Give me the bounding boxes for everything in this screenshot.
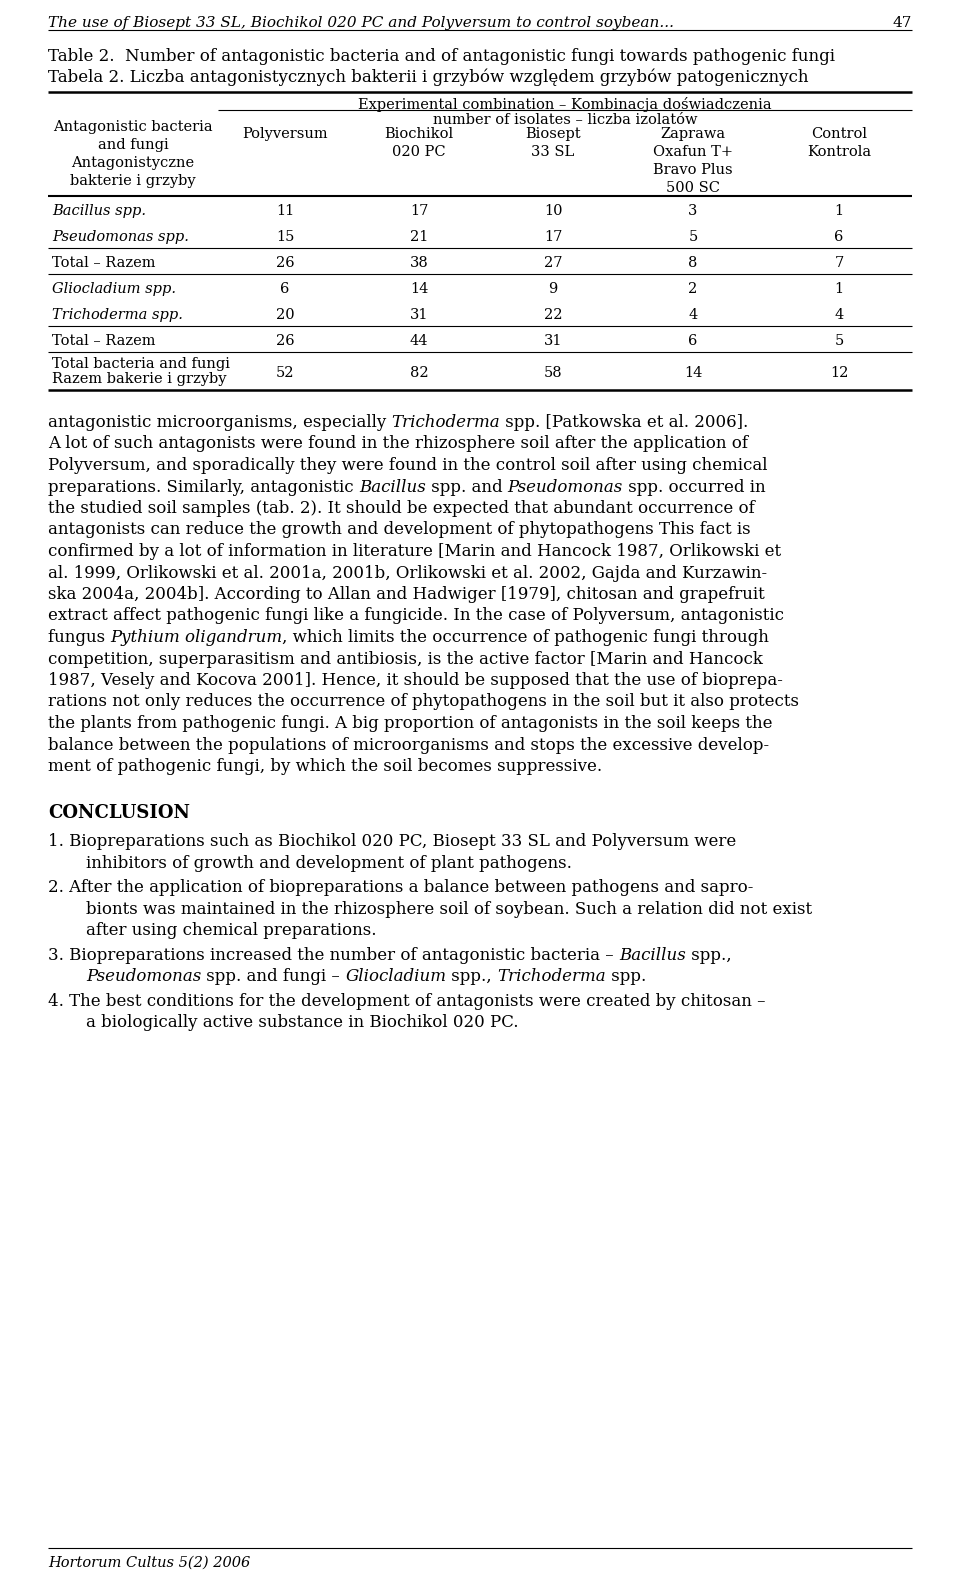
Text: 1987, Vesely and Kocova 2001]. Hence, it should be supposed that the use of biop: 1987, Vesely and Kocova 2001]. Hence, it… [48, 672, 782, 689]
Text: spp. occurred in: spp. occurred in [623, 478, 765, 496]
Text: 6: 6 [688, 334, 698, 348]
Text: 20: 20 [276, 309, 295, 323]
Text: Pseudomonas spp.: Pseudomonas spp. [52, 230, 189, 244]
Text: Bacillus: Bacillus [359, 478, 425, 496]
Text: 15: 15 [276, 230, 294, 244]
Text: preparations. Similarly, antagonistic: preparations. Similarly, antagonistic [48, 478, 359, 496]
Text: 17: 17 [543, 230, 563, 244]
Text: Tabela 2. Liczba antagonistycznych bakterii i grzybów względem grzybów patogenic: Tabela 2. Liczba antagonistycznych bakte… [48, 68, 808, 85]
Text: competition, superparasitism and antibiosis, is the active factor [Marin and Han: competition, superparasitism and antibio… [48, 650, 763, 667]
Text: 2: 2 [688, 282, 698, 296]
Text: ska 2004a, 2004b]. According to Allan and Hadwiger [1979], chitosan and grapefru: ska 2004a, 2004b]. According to Allan an… [48, 586, 765, 603]
Text: 27: 27 [543, 257, 563, 271]
Text: Biosept
33 SL: Biosept 33 SL [525, 127, 581, 159]
Text: 4. The best conditions for the development of antagonists were created by chitos: 4. The best conditions for the developme… [48, 993, 765, 1009]
Text: 1. Biopreparations such as Biochikol 020 PC, Biosept 33 SL and Polyversum were: 1. Biopreparations such as Biochikol 020… [48, 833, 736, 850]
Text: Control
Kontrola: Control Kontrola [807, 127, 871, 159]
Text: Pythium oligandrum: Pythium oligandrum [110, 630, 282, 645]
Text: Gliocladium: Gliocladium [346, 968, 446, 985]
Text: spp.,: spp., [446, 968, 497, 985]
Text: 9: 9 [548, 282, 558, 296]
Text: spp. and fungi –: spp. and fungi – [202, 968, 346, 985]
Text: Table 2.  Number of antagonistic bacteria and of antagonistic fungi towards path: Table 2. Number of antagonistic bacteria… [48, 47, 835, 65]
Text: 52: 52 [276, 367, 295, 379]
Text: Pseudomonas: Pseudomonas [508, 478, 623, 496]
Text: 3. Biopreparations increased the number of antagonistic bacteria –: 3. Biopreparations increased the number … [48, 946, 619, 963]
Text: Polyversum: Polyversum [242, 127, 327, 142]
Text: a biologically active substance in Biochikol 020 PC.: a biologically active substance in Bioch… [86, 1014, 518, 1031]
Text: antagonists can reduce the growth and development of phytopathogens This fact is: antagonists can reduce the growth and de… [48, 521, 751, 538]
Text: 7: 7 [834, 257, 844, 271]
Text: Razem bakerie i grzyby: Razem bakerie i grzyby [52, 371, 227, 386]
Text: 14: 14 [684, 367, 702, 379]
Text: 31: 31 [543, 334, 563, 348]
Text: CONCLUSION: CONCLUSION [48, 803, 190, 822]
Text: Hortorum Cultus 5(2) 2006: Hortorum Cultus 5(2) 2006 [48, 1557, 251, 1569]
Text: Pseudomonas: Pseudomonas [86, 968, 202, 985]
Text: inhibitors of growth and development of plant pathogens.: inhibitors of growth and development of … [86, 855, 572, 872]
Text: 14: 14 [410, 282, 428, 296]
Text: 5: 5 [688, 230, 698, 244]
Text: antagonistic microorganisms, especially: antagonistic microorganisms, especially [48, 414, 392, 431]
Text: bionts was maintained in the rhizosphere soil of soybean. Such a relation did no: bionts was maintained in the rhizosphere… [86, 900, 812, 918]
Text: Trichoderma: Trichoderma [497, 968, 606, 985]
Text: 17: 17 [410, 205, 428, 219]
Text: 10: 10 [543, 205, 563, 219]
Text: confirmed by a lot of information in literature [Marin and Hancock 1987, Orlikow: confirmed by a lot of information in lit… [48, 543, 781, 560]
Text: 44: 44 [410, 334, 428, 348]
Text: 8: 8 [688, 257, 698, 271]
Text: Total bacteria and fungi: Total bacteria and fungi [52, 357, 230, 371]
Text: the plants from pathogenic fungi. A big proportion of antagonists in the soil ke: the plants from pathogenic fungi. A big … [48, 715, 773, 732]
Text: 22: 22 [543, 309, 563, 323]
Text: Experimental combination – Kombinacja doświadczenia: Experimental combination – Kombinacja do… [358, 98, 772, 112]
Text: spp.: spp. [606, 968, 646, 985]
Text: number of isolates – liczba izolatów: number of isolates – liczba izolatów [433, 113, 697, 127]
Text: Zaprawa
Oxafun T+
Bravo Plus
500 SC: Zaprawa Oxafun T+ Bravo Plus 500 SC [653, 127, 733, 195]
Text: Gliocladium spp.: Gliocladium spp. [52, 282, 176, 296]
Text: Trichoderma spp.: Trichoderma spp. [52, 309, 182, 323]
Text: spp.,: spp., [685, 946, 732, 963]
Text: Total – Razem: Total – Razem [52, 334, 156, 348]
Text: al. 1999, Orlikowski et al. 2001a, 2001b, Orlikowski et al. 2002, Gajda and Kurz: al. 1999, Orlikowski et al. 2001a, 2001b… [48, 565, 767, 581]
Text: Polyversum, and sporadically they were found in the control soil after using che: Polyversum, and sporadically they were f… [48, 456, 767, 474]
Text: fungus: fungus [48, 630, 110, 645]
Text: 6: 6 [834, 230, 844, 244]
Text: 6: 6 [280, 282, 290, 296]
Text: 11: 11 [276, 205, 294, 219]
Text: 1: 1 [834, 282, 844, 296]
Text: 82: 82 [410, 367, 428, 379]
Text: 2. After the application of biopreparations a balance between pathogens and sapr: 2. After the application of biopreparati… [48, 878, 754, 896]
Text: Total – Razem: Total – Razem [52, 257, 156, 271]
Text: 38: 38 [410, 257, 428, 271]
Text: Biochikol
020 PC: Biochikol 020 PC [384, 127, 453, 159]
Text: rations not only reduces the occurrence of phytopathogens in the soil but it als: rations not only reduces the occurrence … [48, 694, 799, 710]
Text: 12: 12 [829, 367, 849, 379]
Text: spp. [Patkowska et al. 2006].: spp. [Patkowska et al. 2006]. [500, 414, 749, 431]
Text: the studied soil samples (tab. 2). It should be expected that abundant occurrenc: the studied soil samples (tab. 2). It sh… [48, 501, 755, 516]
Text: A lot of such antagonists were found in the rhizosphere soil after the applicati: A lot of such antagonists were found in … [48, 436, 748, 452]
Text: after using chemical preparations.: after using chemical preparations. [86, 922, 376, 940]
Text: Antagonistic bacteria
and fungi
Antagonistyczne
bakterie i grzyby: Antagonistic bacteria and fungi Antagoni… [53, 120, 213, 187]
Text: balance between the populations of microorganisms and stops the excessive develo: balance between the populations of micro… [48, 737, 769, 754]
Text: 31: 31 [410, 309, 428, 323]
Text: ment of pathogenic fungi, by which the soil becomes suppressive.: ment of pathogenic fungi, by which the s… [48, 759, 602, 774]
Text: extract affect pathogenic fungi like a fungicide. In the case of Polyversum, ant: extract affect pathogenic fungi like a f… [48, 608, 784, 625]
Text: 26: 26 [276, 257, 295, 271]
Text: 3: 3 [688, 205, 698, 219]
Text: 21: 21 [410, 230, 428, 244]
Text: 47: 47 [893, 16, 912, 30]
Text: The use of Biosept 33 SL, Biochikol 020 PC and Polyversum to control soybean...: The use of Biosept 33 SL, Biochikol 020 … [48, 16, 674, 30]
Text: spp. and: spp. and [425, 478, 508, 496]
Text: 4: 4 [834, 309, 844, 323]
Text: 4: 4 [688, 309, 698, 323]
Text: Bacillus: Bacillus [619, 946, 685, 963]
Text: Trichoderma: Trichoderma [392, 414, 500, 431]
Text: , which limits the occurrence of pathogenic fungi through: , which limits the occurrence of pathoge… [282, 630, 769, 645]
Text: 58: 58 [543, 367, 563, 379]
Text: 1: 1 [834, 205, 844, 219]
Text: 26: 26 [276, 334, 295, 348]
Text: Bacillus spp.: Bacillus spp. [52, 205, 146, 219]
Text: 5: 5 [834, 334, 844, 348]
